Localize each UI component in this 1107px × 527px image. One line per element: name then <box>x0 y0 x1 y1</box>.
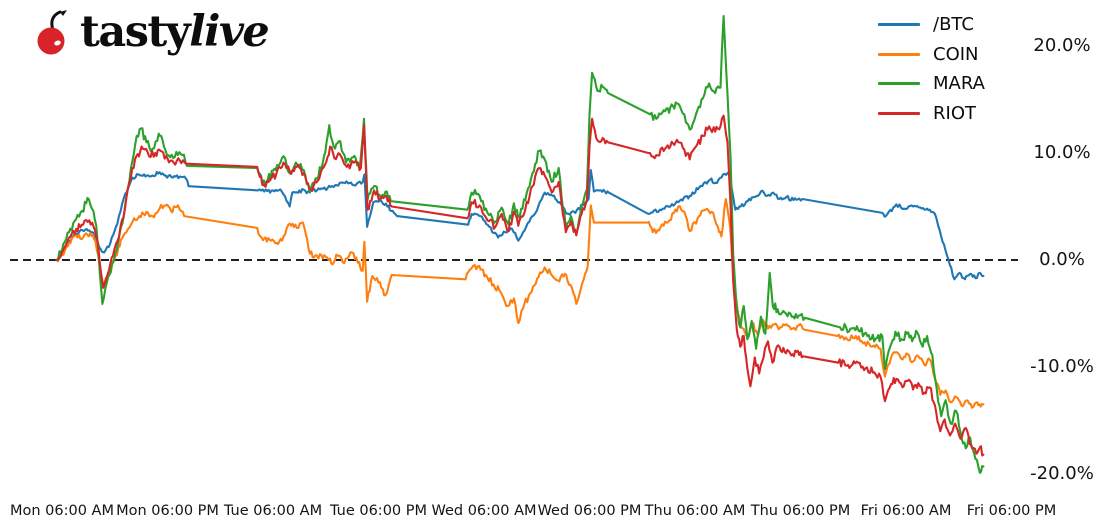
x-tick-label: Mon 06:00 AM <box>9 503 114 519</box>
x-tick-label: Wed 06:00 PM <box>537 503 642 519</box>
legend-swatch <box>878 111 920 115</box>
legend-item-MARA: MARA <box>878 69 985 99</box>
legend-swatch <box>878 23 920 27</box>
legend-swatch <box>878 52 920 56</box>
y-tick-label: -20.0% <box>1030 463 1094 484</box>
legend-item-COIN: COIN <box>878 40 985 70</box>
x-tick-label: Tue 06:00 AM <box>223 503 323 519</box>
legend-label: RIOT <box>933 102 976 124</box>
y-tick-label: 20.0% <box>1033 35 1091 56</box>
legend-item-RIOT: RIOT <box>878 99 985 129</box>
legend-label: MARA <box>933 73 985 95</box>
y-tick-label: 10.0% <box>1033 142 1091 163</box>
y-tick-label: -10.0% <box>1030 356 1094 377</box>
series-line-COIN <box>55 197 985 409</box>
tastylive-logo: tastylive <box>20 6 270 58</box>
x-tick-label: Tue 06:00 PM <box>329 503 428 519</box>
series-line-BTC <box>55 169 985 281</box>
legend-swatch <box>878 82 920 86</box>
series-line-RIOT <box>55 114 985 457</box>
x-tick-label: Mon 06:00 PM <box>116 503 219 519</box>
legend-label: /BTC <box>933 14 974 36</box>
x-tick-label: Thu 06:00 AM <box>644 503 746 519</box>
x-tick-label: Fri 06:00 PM <box>966 503 1057 519</box>
x-tick-label: Fri 06:00 AM <box>860 503 952 519</box>
x-tick-label: Thu 06:00 PM <box>750 503 851 519</box>
y-tick-label: 0.0% <box>1039 249 1085 270</box>
brand-name: tastylive <box>80 7 270 57</box>
legend-item-BTC: /BTC <box>878 10 985 40</box>
brand-word-italic: live <box>189 7 270 57</box>
x-tick-label: Wed 06:00 AM <box>431 503 537 519</box>
chart-legend: /BTC COIN MARA RIOT <box>878 10 985 128</box>
cherry-icon <box>37 10 67 55</box>
brand-word-regular: tasty <box>80 7 191 57</box>
legend-label: COIN <box>933 43 979 65</box>
series-line-MARA <box>55 14 985 474</box>
